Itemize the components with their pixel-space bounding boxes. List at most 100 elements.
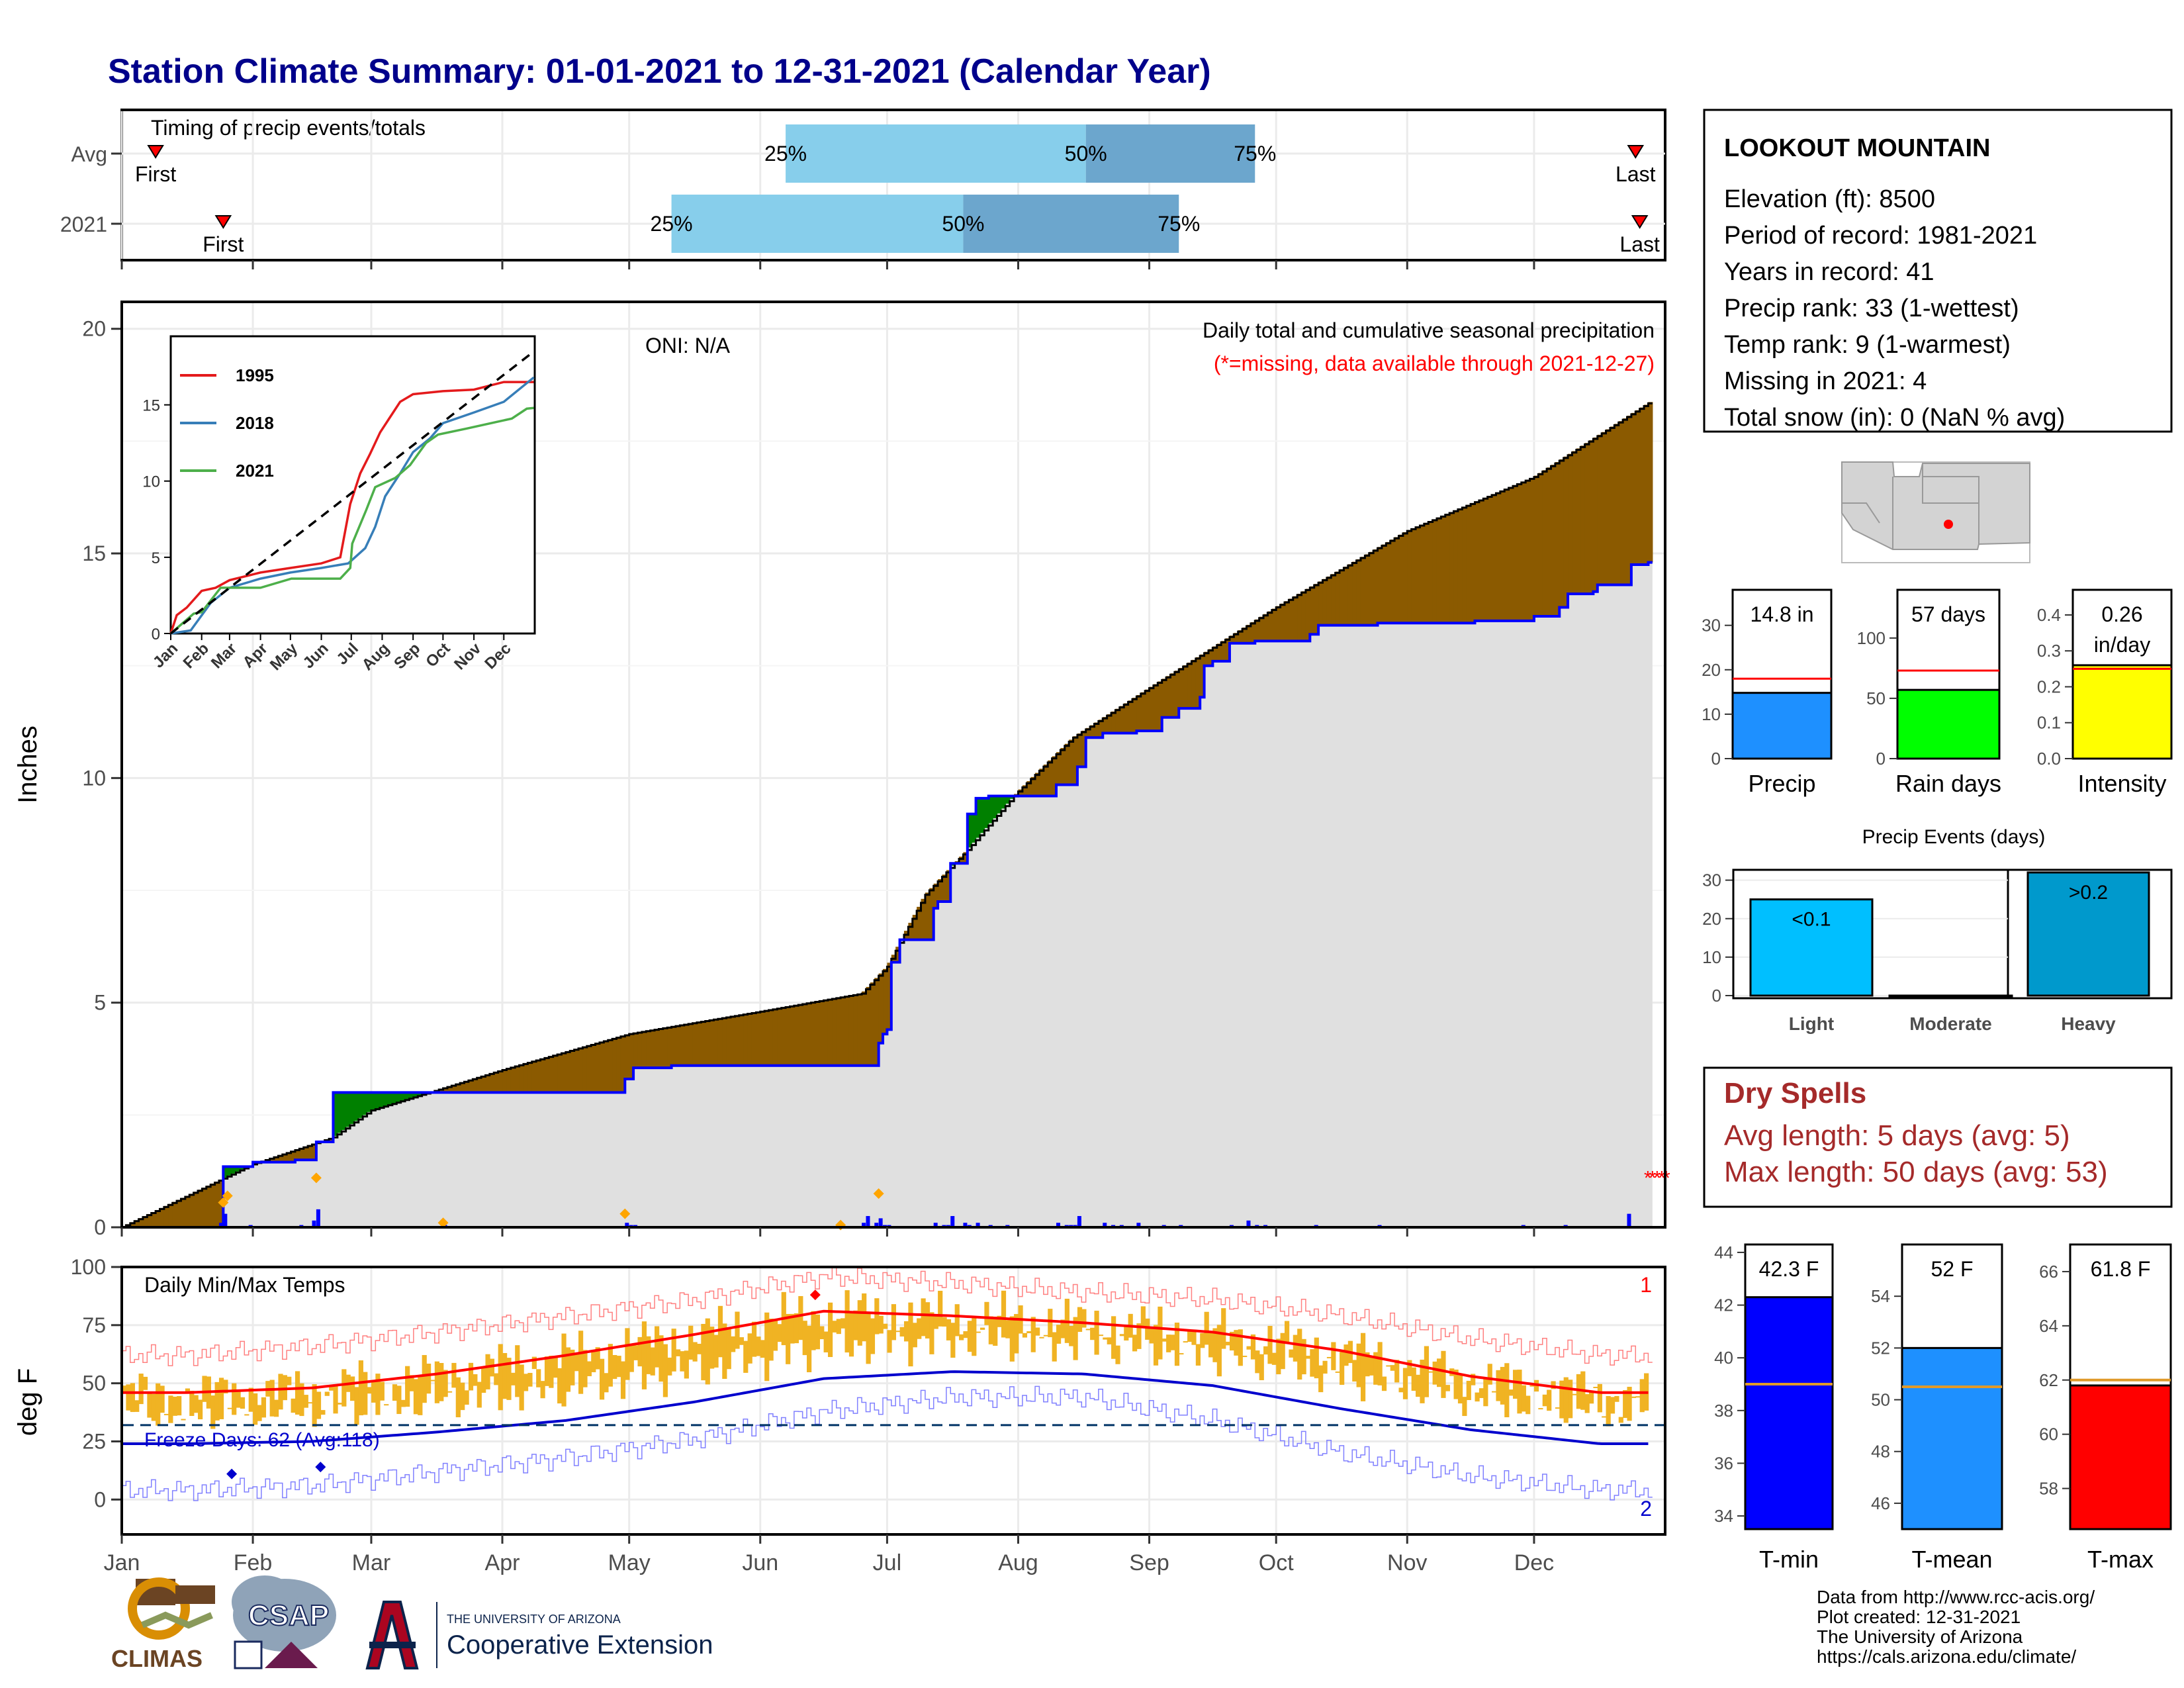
month-label: Mar	[352, 1550, 391, 1575]
daily-temp-bar	[1487, 1364, 1492, 1385]
credit-url: https://cals.arizona.edu/climate/	[1817, 1646, 2076, 1667]
daily-temp-bar	[1627, 1386, 1632, 1421]
daily-temp-bar	[662, 1344, 668, 1397]
deficit-band	[1340, 569, 1345, 626]
deficit-band	[739, 1015, 744, 1066]
deficit-band	[726, 1017, 731, 1066]
timing-bar-q3	[963, 195, 1179, 253]
timing-event-label: First	[203, 232, 244, 256]
deficit-band	[1416, 526, 1421, 624]
deficit-band	[1580, 445, 1586, 594]
mini-ytick-label: 48	[1871, 1442, 1890, 1462]
deficit-band	[1377, 547, 1383, 624]
mini-ytick-label: 50	[1871, 1390, 1890, 1410]
daily-temp-bar	[586, 1361, 592, 1376]
deficit-band	[1462, 506, 1467, 624]
daily-temp-bar	[870, 1318, 876, 1354]
deficit-band	[1487, 496, 1492, 621]
daily-temp-bar	[147, 1392, 152, 1418]
month-label: Oct	[1259, 1550, 1294, 1575]
daily-temp-bar	[367, 1387, 372, 1394]
deficit-band	[713, 1019, 719, 1066]
daily-precip-bar	[223, 1213, 228, 1227]
daily-temp-bar	[1500, 1366, 1506, 1405]
mini-ytick-label: 20	[1702, 660, 1721, 680]
deficit-band	[1343, 567, 1349, 626]
deficit-band	[591, 1044, 596, 1093]
daily-temp-bar	[675, 1349, 681, 1356]
deficit-band	[1420, 524, 1425, 624]
deficit-band	[1056, 752, 1061, 785]
surplus-band	[240, 1166, 245, 1170]
daily-temp-bar	[1588, 1391, 1594, 1404]
deficit-band	[616, 1037, 621, 1093]
timing-bar-q3	[1085, 124, 1255, 183]
daily-temp-bar	[341, 1369, 347, 1407]
surplus-band	[223, 1166, 228, 1178]
daily-precip-bar	[933, 1223, 938, 1227]
deficit-band	[1445, 514, 1450, 624]
deficit-band	[565, 1051, 570, 1093]
deficit-band	[1453, 510, 1459, 624]
deficit-band	[1436, 517, 1441, 624]
deficit-band	[1310, 586, 1315, 635]
deficit-band	[1212, 646, 1218, 661]
event-marker	[310, 1172, 322, 1184]
daily-temp-bar	[363, 1372, 368, 1415]
daily-temp-bar	[489, 1358, 495, 1377]
mini-ytick-label: 0.1	[2037, 713, 2061, 733]
deficit-band	[1360, 557, 1365, 626]
events-bar	[2026, 871, 2150, 997]
daily-temp-bar	[337, 1403, 343, 1405]
daily-temp-bar	[1441, 1350, 1446, 1398]
daily-temp-bar	[1428, 1371, 1433, 1373]
deficit-band	[599, 1041, 604, 1093]
events-bar	[1749, 898, 1874, 997]
daily-temp-bar	[122, 1385, 127, 1393]
deficit-band	[1471, 503, 1476, 624]
daily-temp-bar	[777, 1324, 782, 1342]
deficit-band	[675, 1025, 680, 1066]
daily-temp-bar	[591, 1350, 596, 1372]
daily-temp-bar	[790, 1313, 795, 1344]
daily-temp-bar	[409, 1375, 414, 1391]
daily-temp-bar	[807, 1325, 812, 1373]
deficit-band	[629, 1033, 634, 1080]
timing-event-marker	[147, 145, 164, 159]
deficit-band	[794, 1005, 799, 1066]
daily-temp-bar	[1365, 1352, 1370, 1377]
credit-data-source: Data from http://www.rcc-acis.org/	[1817, 1587, 2095, 1607]
temp-ytick-label: 25	[82, 1429, 106, 1453]
page-title: Station Climate Summary: 01-01-2021 to 1…	[108, 52, 1211, 91]
deficit-band	[1187, 662, 1193, 709]
deficit-band	[1030, 776, 1036, 796]
deficit-band	[1576, 448, 1581, 594]
surplus-band	[418, 1092, 423, 1096]
daily-temp-bar	[1555, 1407, 1561, 1409]
daily-temp-bar	[625, 1328, 630, 1380]
daily-temp-bar	[692, 1342, 698, 1362]
deficit-band	[1183, 665, 1188, 709]
deficit-band	[1618, 421, 1623, 585]
station-snow: Total snow (in): 0 (NaN % avg)	[1724, 404, 2065, 432]
daily-temp-bar	[874, 1298, 880, 1335]
deficit-band	[912, 914, 917, 940]
daily-temp-bar	[1445, 1385, 1450, 1391]
month-label: Feb	[234, 1550, 273, 1575]
mini-value-label-unit: in/day	[2094, 633, 2150, 657]
deficit-band	[1064, 743, 1069, 785]
daily-temp-bar	[1377, 1342, 1383, 1385]
timing-pct-label: 25%	[651, 212, 693, 236]
daily-temp-bar	[1098, 1335, 1104, 1336]
deficit-band	[1508, 487, 1514, 621]
deficit-band	[291, 1150, 296, 1162]
deficit-band	[1195, 657, 1201, 709]
daily-temp-bar	[354, 1387, 359, 1425]
mini-value-bar	[2071, 664, 2173, 760]
surplus-band	[1009, 796, 1015, 799]
deficit-band	[692, 1023, 698, 1066]
deficit-band	[557, 1054, 563, 1093]
mini-value-bar	[1744, 1296, 1834, 1530]
daily-temp-bar	[1547, 1389, 1552, 1411]
daily-temp-bar	[836, 1319, 841, 1335]
